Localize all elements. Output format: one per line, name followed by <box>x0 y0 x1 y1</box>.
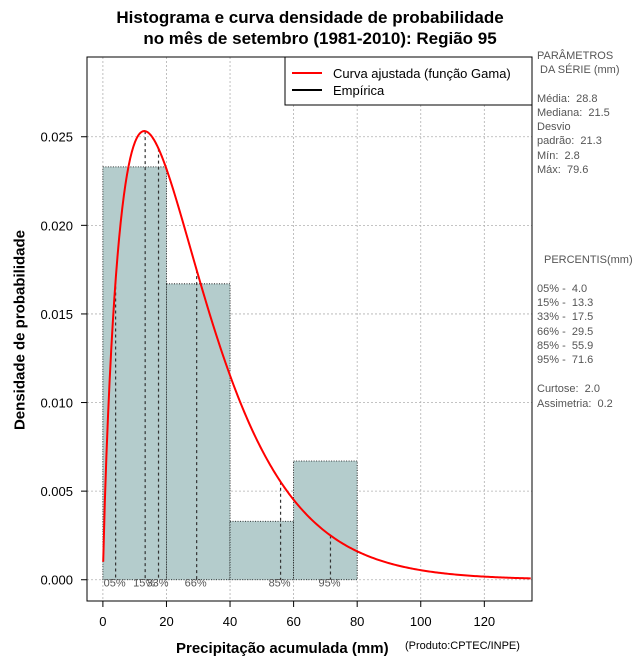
axis-layer: 0 20 40 60 80 100 120 0.000 0.005 0.010 0.015 0.020… <box>40 130 495 629</box>
x-tick-label: 120 <box>473 614 495 629</box>
x-tick-label: 80 <box>350 614 364 629</box>
y-tick-label: 0.005 <box>40 484 73 499</box>
y-tick-label: 0.025 <box>40 130 73 145</box>
percentis-curtose: Curtose: 2.0 <box>537 383 600 395</box>
x-tick-label: 100 <box>410 614 432 629</box>
percentis-p05: 05% - 4.0 <box>537 283 588 295</box>
y-tick-label: 0.010 <box>40 396 73 411</box>
params-header-2: DA SÉRIE (mm) <box>537 64 620 76</box>
legend-curve-label: Curva ajustada (função Gama) <box>333 66 511 81</box>
legend-empirical-label: Empírica <box>333 83 385 98</box>
params-mediana: Mediana: 21.5 <box>537 107 610 119</box>
legend-box <box>284 56 533 106</box>
y-tick-label: 0.020 <box>40 218 73 233</box>
credit-text: (Produto:CPTEC/INPE) <box>405 640 520 652</box>
histogram-bar <box>229 520 295 581</box>
bar-layer <box>102 166 358 581</box>
params-max: Máx: 79.6 <box>537 164 589 176</box>
percentis-assimetria: Assimetria: 0.2 <box>537 398 613 410</box>
percentis-p33: 33% - 17.5 <box>537 311 594 323</box>
percentile-label: 15% <box>133 578 155 590</box>
histogram-bar <box>166 283 231 581</box>
params-media: Média: 28.8 <box>537 93 598 105</box>
percentile-label: 66% <box>185 578 207 590</box>
percentis-p85: 85% - 55.9 <box>537 340 594 352</box>
percentis-header: PERCENTIS(mm) <box>544 254 633 266</box>
y-tick-label: 0.000 <box>40 573 73 588</box>
x-tick-label: 40 <box>223 614 237 629</box>
x-tick-label: 20 <box>159 614 173 629</box>
percentile-label: 85% <box>269 578 291 590</box>
curve-layer <box>102 130 531 580</box>
params-desvio-2: padrão: 21.3 <box>537 135 602 147</box>
params-desvio-1: Desvio <box>537 121 571 133</box>
gamma-curve <box>102 130 531 580</box>
percentis-p95: 95% - 71.6 <box>537 354 594 366</box>
y-axis-label: Densidade de probabilidade <box>11 229 29 431</box>
percentis-p15: 15% - 13.3 <box>537 297 594 309</box>
chart-title-line1: Histograma e curva densidade de probabil… <box>116 8 504 27</box>
x-tick-label: 0 <box>99 614 106 629</box>
histogram-bar <box>102 166 167 581</box>
params-min: Mín: 2.8 <box>537 150 580 162</box>
params-header-1: PARÂMETROS <box>537 50 614 62</box>
y-tick-label: 0.015 <box>40 307 73 322</box>
percentis-p66: 66% - 29.5 <box>537 326 594 338</box>
percentile-label: 95% <box>318 578 340 590</box>
percentile-layer: 05% 15%33% 66% 85% 95% <box>104 131 341 590</box>
histogram-bar <box>293 460 358 581</box>
percentile-label: 05% <box>104 578 126 590</box>
legend: Curva ajustada (função Gama) Empírica <box>284 56 533 106</box>
percentile-label: 33% <box>147 578 169 590</box>
chart-title-line2: no mês de setembro (1981-2010): Região 9… <box>143 29 497 48</box>
x-tick-label: 60 <box>286 614 300 629</box>
x-axis-label: Precipitação acumulada (mm) <box>176 640 389 657</box>
